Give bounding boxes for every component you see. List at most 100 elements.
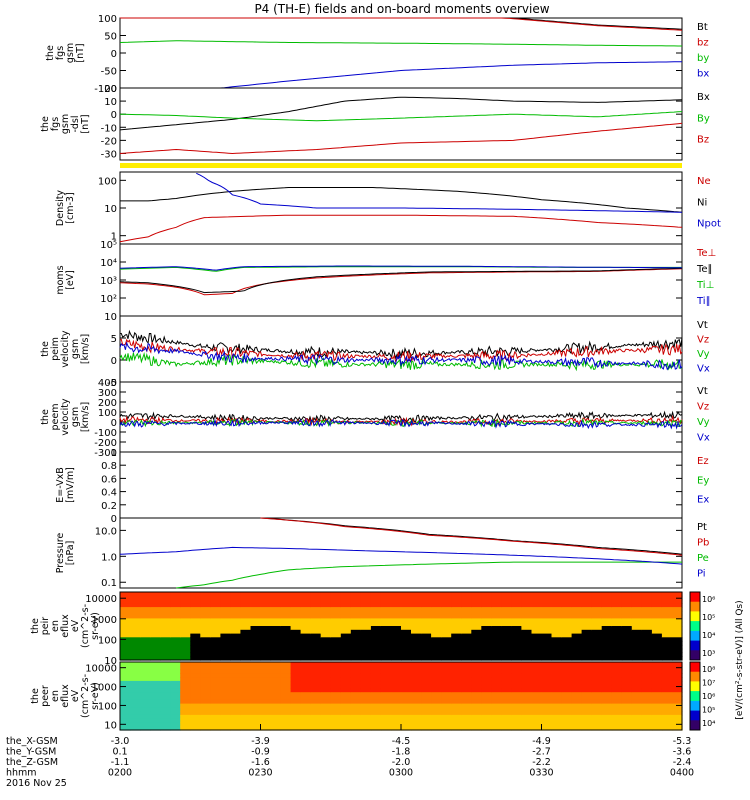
heatmap-cell [651,595,663,601]
heatmap-cell [391,633,402,638]
x-axis-value: -1.6 [251,757,270,768]
heatmap-cell [210,603,221,608]
heatmap-cell [170,641,181,646]
heatmap-cell [561,599,573,604]
heatmap-cell [240,726,251,731]
heatmap-cell [641,633,653,638]
heatmap-cell [441,637,452,642]
heatmap-cell [190,703,201,708]
heatmap-cell [210,652,221,657]
heatmap-cell [330,722,342,727]
colorbar-tick-label: 10⁴ [702,631,715,640]
heatmap-cell [481,722,492,727]
heatmap-cell [350,684,362,690]
heatmap-cell [441,641,452,646]
heatmap-cell [521,707,532,712]
heatmap-cell [320,707,332,712]
heatmap-cell [180,603,191,608]
heatmap-cell [240,677,251,682]
heatmap-cell [150,692,161,697]
heatmap-cell [170,673,181,678]
colorbar-segment [690,611,700,622]
heatmap-cell [190,684,201,690]
heatmap-cell [300,703,312,708]
heatmap-cell [370,626,382,631]
heatmap-cell [571,696,583,701]
heatmap-cell [431,656,442,661]
y-tick-label: -200 [94,438,117,449]
heatmap-cell [591,656,603,661]
heatmap-cell [240,718,251,724]
x-axis-value: -1.1 [111,757,130,768]
heatmap-cell [581,633,593,638]
heatmap-cell [501,662,512,667]
heatmap-cell [591,607,603,612]
heatmap-cell [511,592,522,597]
heatmap-cell [140,618,151,623]
y-axis-label: [eV] [65,270,76,290]
heatmap-cell [561,703,573,708]
heatmap-cell [441,665,452,671]
heatmap-cell [451,722,462,727]
heatmap-cell [551,662,563,667]
heatmap-cell [651,703,663,708]
heatmap-cell [501,595,512,601]
heatmap-cell [451,641,462,646]
heatmap-cell [451,607,462,612]
heatmap-cell [150,637,161,642]
heatmap-cell [541,610,553,616]
heatmap-cell [130,607,141,612]
heatmap-cell [591,692,603,697]
heatmap-cell [471,599,482,604]
heatmap-cell [521,626,532,631]
heatmap-cell [160,699,171,705]
heatmap-cell [461,692,472,697]
y-tick-label: 10 [104,656,117,667]
heatmap-cell [511,673,522,678]
heatmap-cell [210,607,221,612]
heatmap-cell [611,711,623,716]
heatmap-cell [561,656,573,661]
heatmap-cell [451,669,462,674]
heatmap-cell [120,669,131,674]
heatmap-cell [160,703,171,708]
y-tick-label: 0.2 [101,501,117,512]
heatmap-cell [411,656,422,661]
heatmap-cell [441,669,452,674]
heatmap-cell [340,592,352,597]
heatmap-cell [190,633,201,638]
heatmap-cell [601,626,613,631]
heatmap-cell [260,614,272,620]
heatmap-cell [441,722,452,727]
heatmap-cell [411,652,422,657]
heatmap-cell [360,656,372,661]
heatmap-cell [160,665,171,671]
heatmap-cell [300,722,312,727]
heatmap-cell [561,662,573,667]
heatmap-cell [621,592,633,597]
heatmap-cell [631,626,643,631]
heatmap-cell [521,703,532,708]
heatmap-cell [230,699,241,705]
y-tick-label: 100 [98,14,117,25]
heatmap-cell [350,656,362,661]
heatmap-cell [230,714,241,720]
heatmap-cell [210,665,221,671]
heatmap-cell [200,662,211,667]
heatmap-cell [651,629,663,635]
heatmap-cell [370,644,382,650]
heatmap-cell [491,626,502,631]
heatmap-cell [651,641,663,646]
heatmap-cell [421,610,432,616]
heatmap-cell [601,592,613,597]
colorbar-frame [689,661,701,731]
heatmap-cell [391,688,402,693]
heatmap-cell [661,603,673,608]
heatmap-cell [441,629,452,635]
legend-label: Vy [697,349,710,360]
heatmap-cell [320,714,332,720]
heatmap-cell [511,707,522,712]
heatmap-cell [541,707,553,712]
heatmap-cell [661,688,673,693]
